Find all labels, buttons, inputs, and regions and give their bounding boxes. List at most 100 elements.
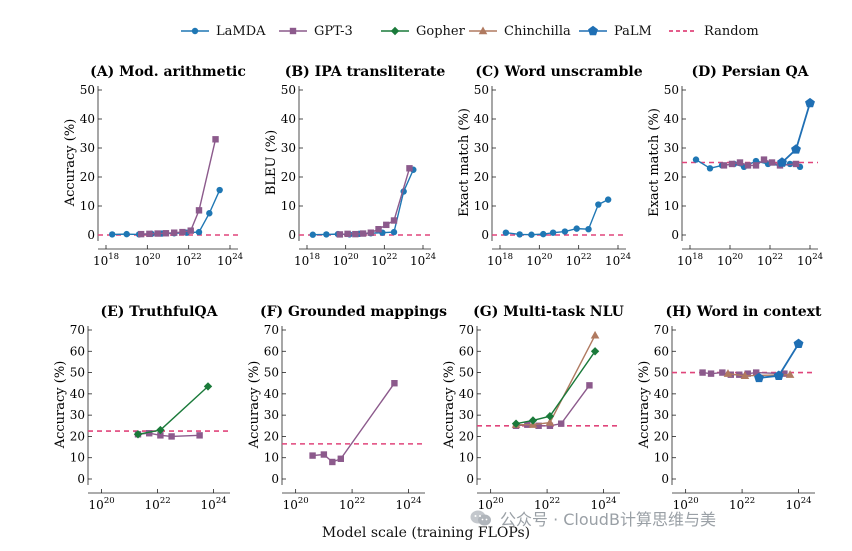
legend-item-gopher: Gopher	[380, 22, 465, 40]
legend-swatch-gopher	[381, 26, 409, 36]
data-point-lamda	[390, 228, 398, 236]
y-tick-label: 50	[264, 366, 279, 380]
data-point-gpt-3	[781, 370, 788, 377]
chart-title: (D) Persian QA	[691, 64, 809, 80]
y-tick-label: 40	[459, 387, 474, 401]
x-tick-label: 1024	[605, 252, 631, 268]
chart-title: (G) Multi-task NLU	[473, 304, 624, 320]
y-axis-label: Accuracy (%)	[442, 361, 457, 450]
y-tick-label: 20	[80, 170, 95, 184]
data-point-lamda	[195, 228, 203, 236]
y-tick-label: 10	[264, 451, 279, 465]
watermark: 公众号 · CloudB计算思维与美	[470, 506, 850, 530]
chart-title: (E) TruthfulQA	[101, 304, 219, 320]
x-tick-label: 1024	[217, 252, 243, 268]
data-point-chinchilla	[590, 330, 600, 339]
x-tick-label: 1018	[487, 252, 513, 268]
series-line-lamda	[312, 169, 414, 236]
data-point-lamda	[585, 226, 592, 233]
y-tick-label: 10	[80, 199, 95, 213]
series-palm	[754, 338, 804, 383]
series-gopher	[133, 382, 213, 439]
data-point-chinchilla	[785, 370, 795, 378]
data-point-gpt-3	[309, 452, 316, 459]
y-axis-label: BLEU (%)	[264, 130, 279, 195]
x-tick-label: 1024	[395, 496, 421, 512]
series-lamda	[109, 186, 223, 238]
legend-label: Chinchilla	[504, 23, 571, 39]
data-point-gpt-3	[146, 430, 153, 437]
data-point-lamda	[549, 229, 557, 236]
y-tick-label: 30	[459, 408, 474, 422]
data-point-gpt-3	[337, 455, 344, 462]
data-point-gpt-3	[146, 230, 153, 238]
series-line-gopher	[137, 385, 209, 435]
y-tick-label: 50	[70, 366, 85, 380]
x-axis-caption: Model scale (training FLOPs)	[321, 525, 531, 541]
legend-marker-chinchilla	[478, 26, 488, 35]
y-tick-label: 10	[459, 451, 474, 465]
x-tick-label: 1022	[371, 252, 397, 268]
data-point-gpt-3	[171, 229, 178, 236]
y-tick-label: 70	[264, 323, 279, 337]
y-tick-label: 10	[664, 199, 679, 213]
y-tick-label: 10	[70, 451, 85, 465]
legend-item-lamda: LaMDA	[180, 22, 266, 40]
y-tick-label: 60	[654, 344, 669, 358]
data-point-lamda	[561, 228, 569, 235]
x-tick-label: 1020	[333, 252, 359, 268]
legend-label: Random	[704, 23, 759, 39]
series-gpt-3	[309, 380, 398, 466]
data-point-gpt-3	[707, 370, 715, 377]
data-point-palm	[754, 372, 764, 383]
y-axis-label: Exact match (%)	[457, 108, 472, 217]
data-point-gpt-3	[162, 230, 170, 237]
x-tick-label: 1020	[134, 252, 160, 268]
y-axis-label: Accuracy (%)	[53, 361, 68, 450]
y-tick-label: 70	[654, 323, 669, 337]
x-tick-label: 1020	[526, 252, 552, 268]
data-point-palm	[805, 97, 815, 108]
data-point-lamda	[502, 229, 510, 236]
data-point-lamda	[528, 231, 535, 238]
data-point-gpt-3	[699, 369, 706, 376]
x-tick-label: 1022	[145, 496, 171, 512]
data-point-gopher	[203, 382, 213, 391]
y-axis-label: Exact match (%)	[647, 108, 662, 217]
y-tick-label: 40	[664, 112, 679, 126]
series-line-gpt-3	[141, 139, 217, 235]
data-point-lamda	[706, 165, 714, 172]
legend-swatch-gpt-3	[279, 27, 307, 35]
data-point-lamda	[109, 231, 116, 238]
x-tick-label: 1022	[566, 252, 592, 268]
y-tick-label: 40	[80, 112, 95, 126]
legend-marker-gopher	[390, 26, 400, 36]
data-point-gopher	[590, 347, 600, 356]
y-tick-label: 0	[481, 228, 489, 242]
y-tick-label: 50	[474, 83, 489, 97]
data-point-gpt-3	[744, 162, 752, 169]
legend-swatch-chinchilla	[469, 26, 497, 35]
y-tick-label: 70	[70, 323, 85, 337]
x-tick-label: 1024	[797, 252, 823, 268]
series-line-chinchilla	[516, 334, 596, 426]
y-tick-label: 60	[459, 344, 474, 358]
data-point-gpt-3	[336, 231, 344, 238]
y-tick-label: 40	[264, 387, 279, 401]
data-point-lamda	[123, 230, 130, 238]
data-point-palm	[793, 338, 804, 349]
y-tick-label: 20	[281, 170, 296, 184]
y-tick-label: 20	[664, 170, 679, 184]
y-axis-label: Accuracy (%)	[247, 361, 262, 450]
data-point-gpt-3	[391, 380, 398, 387]
y-tick-label: 40	[70, 387, 85, 401]
y-tick-label: 0	[288, 228, 296, 242]
data-point-gpt-3	[375, 226, 382, 233]
data-point-palm	[777, 157, 787, 167]
data-point-gpt-3	[157, 432, 164, 439]
watermark-text: 公众号 · CloudB计算思维与美	[500, 510, 716, 529]
